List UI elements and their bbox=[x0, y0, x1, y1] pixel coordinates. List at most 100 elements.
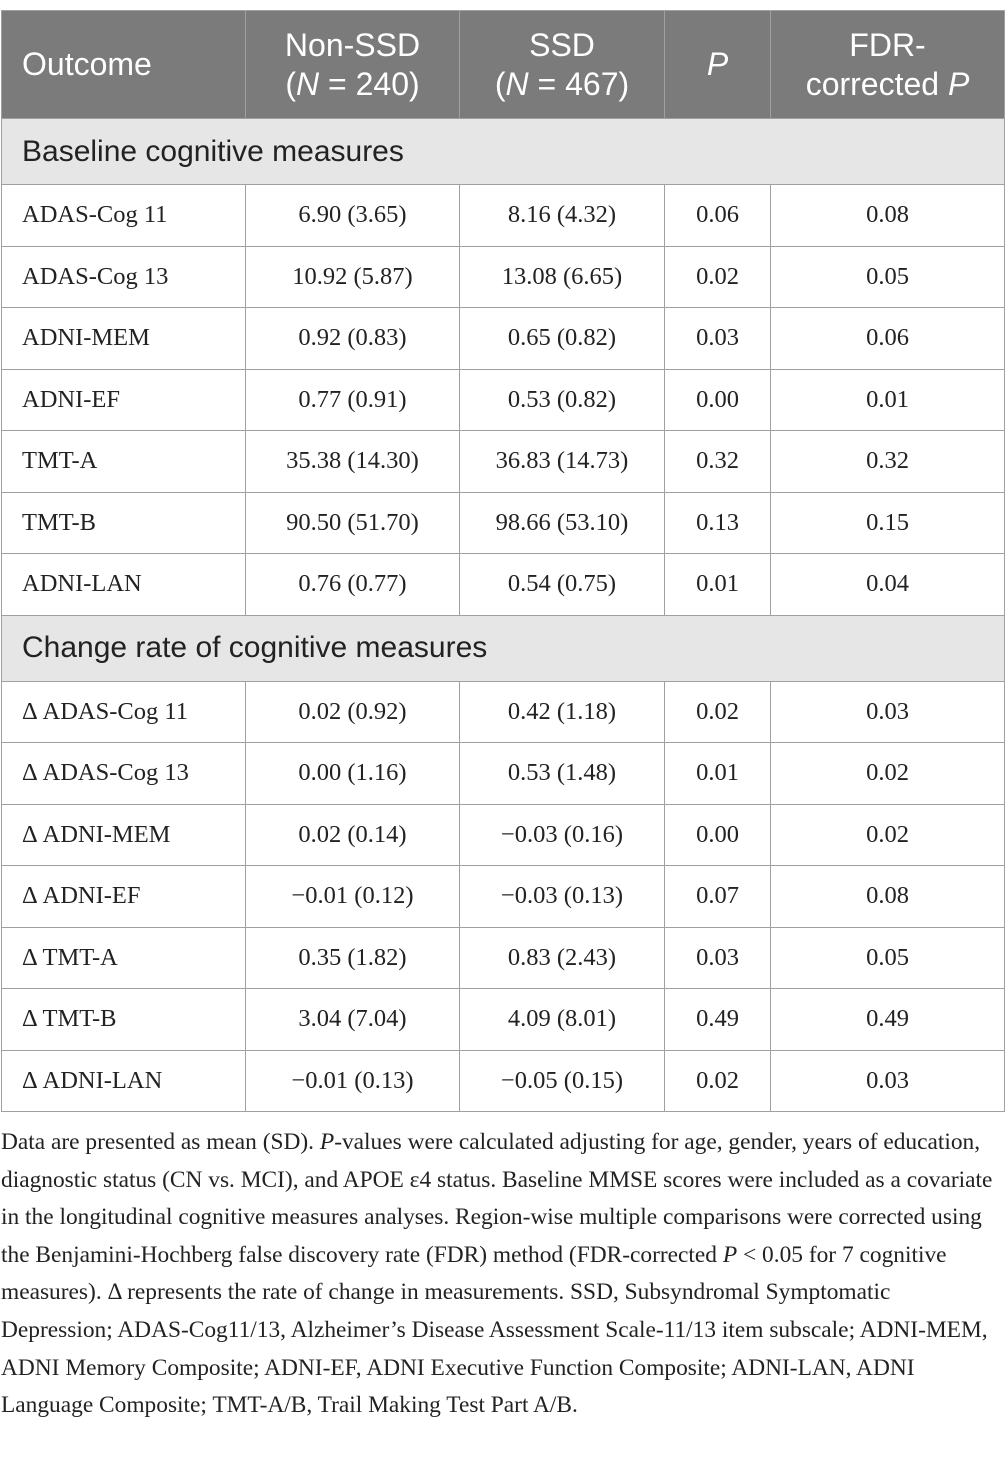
cell: 0.02 bbox=[770, 803, 1005, 866]
data-row: Δ TMT-A 0.35 (1.82) 0.83 (2.43) 0.03 0.05 bbox=[1, 926, 1005, 989]
cell: TMT-A bbox=[1, 430, 246, 493]
data-row: Δ ADAS-Cog 11 0.02 (0.92) 0.42 (1.18) 0.02 0… bbox=[1, 680, 1005, 743]
cell: 0.02 bbox=[770, 742, 1005, 805]
data-row: Δ ADAS-Cog 13 0.00 (1.16) 0.53 (1.48) 0.01 0… bbox=[1, 742, 1005, 805]
table-body: Baseline cognitive measures ADAS-Cog 11 6.… bbox=[1, 118, 1005, 1112]
cell: 0.00 (1.16) bbox=[245, 742, 460, 805]
footnote: Data are presented as mean (SD). P-value… bbox=[1, 1124, 1001, 1425]
cell: 0.32 bbox=[664, 430, 771, 493]
cell: 0.53 (0.82) bbox=[459, 368, 665, 431]
cell: 0.15 bbox=[770, 491, 1005, 554]
cell: 36.83 (14.73) bbox=[459, 430, 665, 493]
section-title: Baseline cognitive measures bbox=[1, 118, 1005, 185]
cell: 10.92 (5.87) bbox=[245, 245, 460, 308]
text-run: = 467) bbox=[528, 65, 630, 102]
cell: 0.00 bbox=[664, 368, 771, 431]
cell: 0.05 bbox=[770, 245, 1005, 308]
cell: 8.16 (4.32) bbox=[459, 184, 665, 247]
cell: Δ ADNI-LAN bbox=[1, 1049, 246, 1112]
cell: 0.00 bbox=[664, 803, 771, 866]
cell: 0.07 bbox=[664, 865, 771, 928]
cell: 0.03 bbox=[770, 1049, 1005, 1112]
cell: Δ ADNI-MEM bbox=[1, 803, 246, 866]
cell: Δ ADNI-EF bbox=[1, 865, 246, 928]
header-cell: FDR-corrected P bbox=[770, 10, 1005, 119]
cell: 0.01 bbox=[664, 553, 771, 616]
text-run: N bbox=[505, 65, 529, 102]
text-run: P bbox=[722, 1241, 738, 1268]
cell: Δ TMT-B bbox=[1, 988, 246, 1051]
cell: 0.35 (1.82) bbox=[245, 926, 460, 989]
cell: 0.05 bbox=[770, 926, 1005, 989]
cell: 35.38 (14.30) bbox=[245, 430, 460, 493]
cell: 0.02 (0.14) bbox=[245, 803, 460, 866]
cell: 0.03 bbox=[770, 680, 1005, 743]
data-row: Δ ADNI-LAN −0.01 (0.13) −0.05 (0.15) 0.02 0.… bbox=[1, 1049, 1005, 1112]
cell: 0.76 (0.77) bbox=[245, 553, 460, 616]
cell: −0.05 (0.15) bbox=[459, 1049, 665, 1112]
cell: 0.02 (0.92) bbox=[245, 680, 460, 743]
cell: 0.03 bbox=[664, 307, 771, 370]
header-cell: SSD (N = 467) bbox=[459, 10, 665, 119]
cell: 0.49 bbox=[664, 988, 771, 1051]
text-run: Non-SSD bbox=[284, 26, 421, 63]
cell: ADNI-EF bbox=[1, 368, 246, 431]
cell: 13.08 (6.65) bbox=[459, 245, 665, 308]
cell: −0.01 (0.12) bbox=[245, 865, 460, 928]
data-row: ADNI-MEM 0.92 (0.83) 0.65 (0.82) 0.03 0.06 bbox=[1, 307, 1005, 370]
cell: 0.65 (0.82) bbox=[459, 307, 665, 370]
cell: 0.77 (0.91) bbox=[245, 368, 460, 431]
header-cell: P bbox=[664, 10, 771, 119]
cell: 98.66 (53.10) bbox=[459, 491, 665, 554]
cell: ADAS-Cog 11 bbox=[1, 184, 246, 247]
cell: ADAS-Cog 13 bbox=[1, 245, 246, 308]
header-cell: Outcome bbox=[1, 10, 246, 119]
cell: 0.53 (1.48) bbox=[459, 742, 665, 805]
header-row: Outcome Non-SSD (N = 240) SSD (N = 467) P FDR-… bbox=[1, 10, 1005, 119]
cell: 0.49 bbox=[770, 988, 1005, 1051]
cell: Δ TMT-A bbox=[1, 926, 246, 989]
text-run: ( bbox=[285, 65, 297, 102]
cell: −0.03 (0.13) bbox=[459, 865, 665, 928]
cell: 0.83 (2.43) bbox=[459, 926, 665, 989]
cell: 0.06 bbox=[770, 307, 1005, 370]
cell: 90.50 (51.70) bbox=[245, 491, 460, 554]
text-run: Data are presented as mean (SD). bbox=[1, 1129, 320, 1155]
cell: 0.04 bbox=[770, 553, 1005, 616]
cell: 0.03 bbox=[664, 926, 771, 989]
cell: Δ ADAS-Cog 13 bbox=[1, 742, 246, 805]
cell: ADNI-LAN bbox=[1, 553, 246, 616]
cell: 6.90 (3.65) bbox=[245, 184, 460, 247]
text-run: FDR- bbox=[849, 26, 926, 63]
text-run: -values were calculated adjusting for ag… bbox=[1, 1129, 993, 1268]
cell: 0.02 bbox=[664, 245, 771, 308]
cell: 3.04 (7.04) bbox=[245, 988, 460, 1051]
data-row: ADNI-EF 0.77 (0.91) 0.53 (0.82) 0.00 0.01 bbox=[1, 368, 1005, 431]
data-row: TMT-B 90.50 (51.70) 98.66 (53.10) 0.13 0.15 bbox=[1, 491, 1005, 554]
cell: −0.03 (0.16) bbox=[459, 803, 665, 866]
data-row: ADAS-Cog 13 10.92 (5.87) 13.08 (6.65) 0.02 0… bbox=[1, 245, 1005, 308]
text-run: P bbox=[947, 65, 970, 102]
cell: ADNI-MEM bbox=[1, 307, 246, 370]
text-run: P bbox=[706, 46, 729, 82]
cell: 0.92 (0.83) bbox=[245, 307, 460, 370]
section-row: Change rate of cognitive measures bbox=[1, 614, 1005, 682]
cell: 0.42 (1.18) bbox=[459, 680, 665, 743]
cell: 0.02 bbox=[664, 1049, 771, 1112]
data-row: Δ TMT-B 3.04 (7.04) 4.09 (8.01) 0.49 0.49 bbox=[1, 988, 1005, 1051]
cell: 4.09 (8.01) bbox=[459, 988, 665, 1051]
cell: 0.01 bbox=[664, 742, 771, 805]
text-run: = 240) bbox=[319, 65, 420, 102]
cell: 0.13 bbox=[664, 491, 771, 554]
section-row: Baseline cognitive measures bbox=[1, 118, 1005, 185]
data-row: Δ ADNI-MEM 0.02 (0.14) −0.03 (0.16) 0.00 0.0… bbox=[1, 803, 1005, 866]
header-cell: Non-SSD (N = 240) bbox=[245, 10, 460, 119]
data-row: ADNI-LAN 0.76 (0.77) 0.54 (0.75) 0.01 0.04 bbox=[1, 553, 1005, 616]
text-run: corrected bbox=[805, 65, 948, 102]
cell: 0.54 (0.75) bbox=[459, 553, 665, 616]
text-run: P bbox=[319, 1129, 335, 1155]
cell: 0.32 bbox=[770, 430, 1005, 493]
cell: 0.06 bbox=[664, 184, 771, 247]
